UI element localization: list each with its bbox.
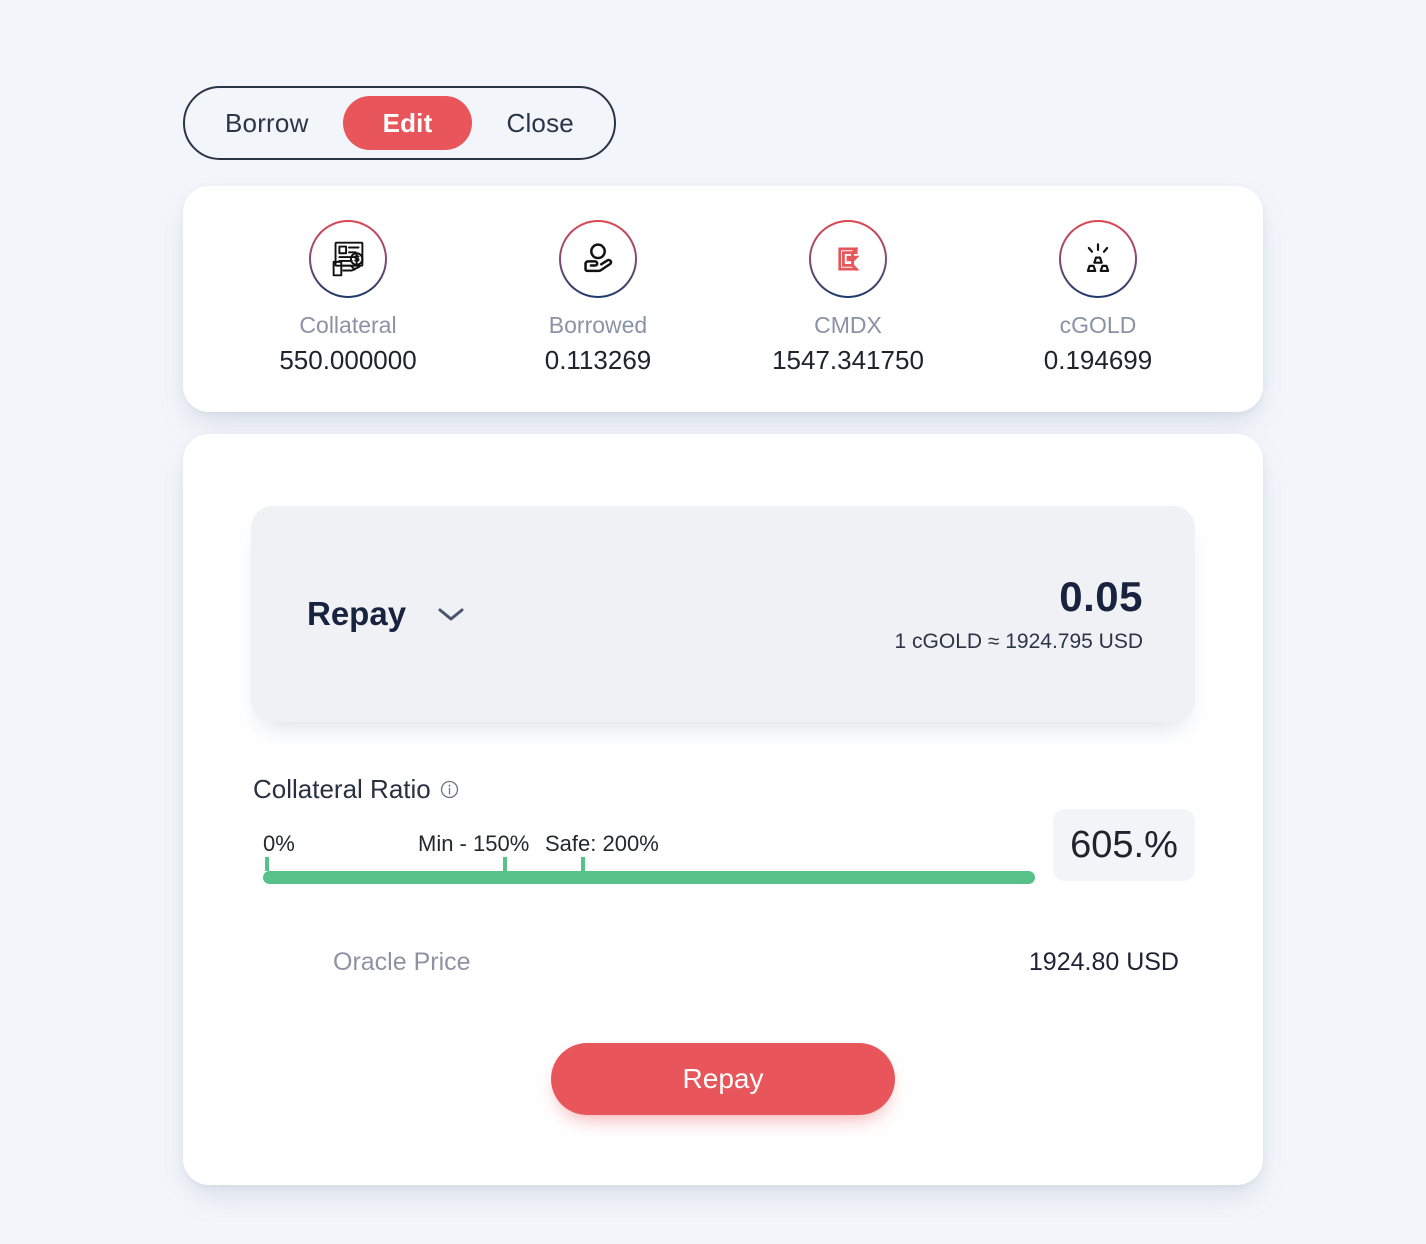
stat-collateral: Collateral 550.000000 [223, 220, 473, 376]
collateral-ratio-slider[interactable]: 0% Min - 150% Safe: 200% 605.% [251, 809, 1195, 884]
collateral-ratio-value: 605.% [1053, 809, 1195, 881]
action-dropdown-label: Repay [307, 595, 407, 632]
slider-tick-start [265, 857, 269, 871]
stat-label: Collateral [299, 312, 397, 338]
stat-borrowed: Borrowed 0.113269 [473, 220, 723, 376]
repay-button[interactable]: Repay [551, 1043, 895, 1115]
slider-label-start: 0% [263, 831, 295, 856]
hand-coin-icon [584, 243, 613, 273]
stat-icon-ring [309, 220, 387, 298]
collateral-ratio-header: Collateral Ratio [251, 774, 1195, 805]
oracle-price-row: Oracle Price 1924.80 USD [251, 948, 1195, 977]
stat-value: 550.000000 [279, 345, 417, 375]
action-card: Repay 0.05 1 cGOLD ≈ 1924.795 USD Collat… [183, 434, 1263, 1185]
stat-value: 0.113269 [544, 345, 652, 375]
oracle-price-value: 1924.80 USD [1028, 948, 1179, 976]
slider-label-min: Min - 150% [418, 831, 530, 856]
stat-icon-ring [559, 220, 637, 298]
page-root: Borrow Edit Close [183, 86, 1263, 1185]
stat-label: cGOLD [1059, 312, 1137, 338]
mode-tab-bar[interactable]: Borrow Edit Close [183, 86, 616, 160]
invoice-money-icon [332, 241, 364, 277]
tab-close[interactable]: Close [506, 108, 574, 138]
action-dropdown[interactable]: Repay [307, 595, 464, 633]
stat-cmdx: CMDX 1547.341750 [723, 220, 973, 376]
slider-label-safe: Safe: 200% [545, 831, 659, 856]
info-icon[interactable] [440, 780, 459, 799]
chevron-down-icon[interactable] [438, 607, 464, 622]
stat-icon-ring [1059, 220, 1137, 298]
cmdx-logo-icon [838, 246, 860, 272]
cta-container: Repay [251, 1043, 1195, 1115]
collateral-ratio-title: Collateral Ratio [253, 774, 431, 804]
tab-borrow[interactable]: Borrow [225, 108, 309, 138]
amount-block: 0.05 1 cGOLD ≈ 1924.795 USD [894, 572, 1143, 654]
slider-ticks [265, 857, 1035, 871]
stat-value: 1547.341750 [772, 345, 924, 375]
slider-tick-labels: 0% Min - 150% Safe: 200% [263, 825, 1035, 857]
stat-cgold: cGOLD 0.194699 [973, 220, 1223, 376]
stats-row: Collateral 550.000000 Borrowed 0.113269 [223, 220, 1223, 376]
tab-edit[interactable]: Edit [342, 96, 473, 150]
amount-input-panel[interactable]: Repay 0.05 1 cGOLD ≈ 1924.795 USD [251, 506, 1195, 722]
conversion-rate-text: 1 cGOLD ≈ 1924.795 USD [894, 630, 1143, 654]
amount-input[interactable]: 0.05 [1059, 572, 1143, 620]
slider-track-fill[interactable] [263, 871, 1035, 884]
stat-label: CMDX [814, 312, 882, 338]
slider-tick-safe [581, 857, 585, 871]
position-stats-card: Collateral 550.000000 Borrowed 0.113269 [183, 186, 1263, 412]
slider-tick-min [503, 857, 507, 871]
oracle-price-label: Oracle Price [333, 948, 471, 976]
stat-value: 0.194699 [1043, 345, 1153, 375]
gold-bars-icon [1086, 243, 1110, 273]
stat-label: Borrowed [548, 312, 648, 338]
stat-icon-ring [809, 220, 887, 298]
